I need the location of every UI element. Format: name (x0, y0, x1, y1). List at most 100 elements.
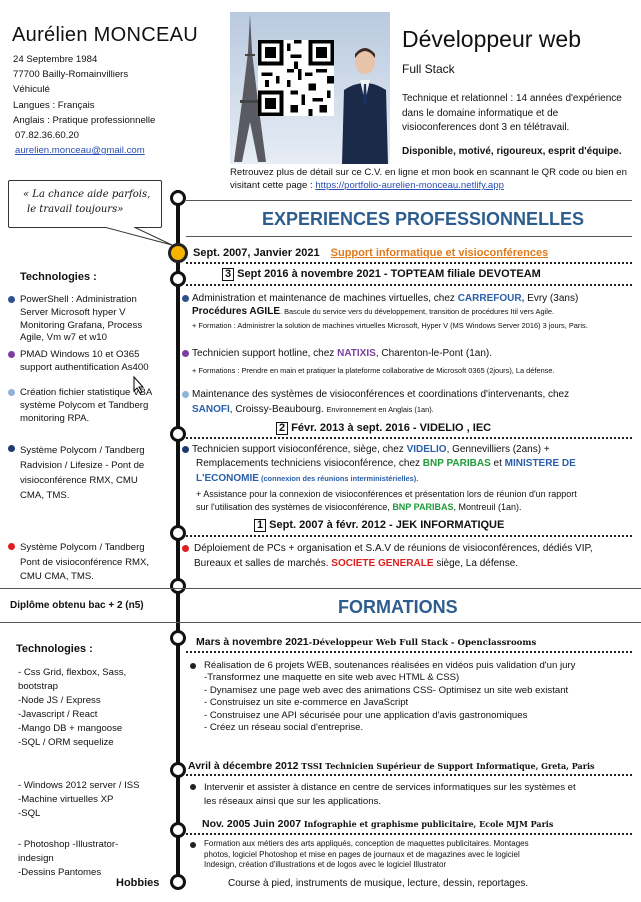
vehicle: Véhiculé (13, 84, 50, 96)
tech-line: PMAD Windows 10 et O365 (20, 349, 140, 360)
formation-line: - Créez un réseau social d'entreprise. (204, 722, 364, 734)
divider (0, 622, 641, 623)
tech-line: - Windows 2012 server / ISS (18, 780, 140, 791)
candidate-name: Aurélien MONCEAU (12, 24, 198, 46)
email-link[interactable]: aurelien.monceau@gmail.com (15, 145, 145, 157)
divider (186, 200, 632, 201)
job-line: SANOFI, Croissy-Beaubourg. Environnement… (192, 404, 434, 415)
portfolio-link[interactable]: https://portfolio-aurelien-monceau.netli… (315, 180, 504, 191)
tech-line: Système Polycom / Tandberg (20, 445, 145, 456)
formation-lines-oc: Réalisation de 6 projets WEB, soutenance… (204, 660, 634, 734)
bullet-icon (182, 391, 189, 398)
job-head-videlio: 2 Févr. 2013 à sept. 2016 - VIDELIO , IE… (276, 422, 491, 435)
dotted-divider (186, 437, 632, 439)
period-dates: Sept. 2007, Janvier 2021 (193, 247, 320, 259)
job-number: 1 (254, 519, 267, 532)
job-head-text: Sept 2016 à novembre 2021 - TOPTEAM fili… (234, 268, 541, 280)
tech-line: CMU CMA, TMS. (20, 571, 94, 582)
bullet-icon (8, 389, 15, 396)
formation-line: les réseaux ainsi que sur les applicatio… (204, 795, 382, 807)
job-head-text: Sept. 2007 à févr. 2012 - JEK INFORMATIQ… (266, 519, 505, 531)
bullet-icon (190, 663, 196, 669)
formation-head-mjm: Nov. 2005 Juin 2007 Infographie et graph… (202, 818, 554, 830)
bullet-icon (8, 351, 15, 358)
tech-line: support authentification As400 (20, 361, 149, 373)
qr-code-icon[interactable] (258, 40, 334, 116)
job-number: 3 (222, 268, 235, 281)
portrait-icon (342, 48, 388, 164)
job-line: Technicien support visioconférence, sièg… (192, 444, 550, 455)
phone: 07.82.36.60.20 (15, 130, 80, 142)
timeline-node (170, 190, 186, 206)
experience-title: EXPERIENCES PROFESSIONNELLES (262, 209, 585, 229)
tech-line: - Css Grid, flexbox, Sass, (18, 667, 127, 678)
formation-head-oc: Mars à novembre 2021-Développeur Web Ful… (196, 636, 537, 648)
languages: Langues : Français (13, 99, 95, 111)
timeline-node (170, 630, 186, 646)
tech-line: monitoring RPA. (20, 412, 90, 424)
bullet-icon (8, 543, 15, 550)
formation-line: Formation aux métiers des arts appliqués… (204, 839, 529, 848)
timeline-node (170, 426, 186, 442)
job-line: Déploiement de PCs + organisation et S.A… (194, 543, 593, 554)
formation-line: photos, logiciel Photoshop et mise en pa… (204, 849, 520, 859)
bubble-tail-icon (104, 227, 173, 246)
technologies-label-2: Technologies : (16, 643, 93, 655)
job-line: Remplacements techniciens visioconférenc… (196, 458, 576, 469)
job-line: Bureaux et salles de marchés. SOCIETE GE… (194, 558, 519, 569)
bullet-icon (182, 295, 189, 302)
formation-line: -Transformez une maquette en site web av… (204, 672, 460, 684)
job-line: + Formations : Prendre en main et pratiq… (192, 366, 555, 375)
formation-line: - Dynamisez une page web avec des animat… (204, 684, 569, 696)
tech-line: indesign (18, 853, 54, 864)
timeline-node (170, 525, 186, 541)
tech-line: -Machine virtuelles XP (18, 794, 114, 805)
tech-line: Création fichier statistique VBA (20, 387, 153, 398)
job-line: Administration et maintenance de machine… (192, 293, 579, 304)
formation-line: - Construisez une API sécurisée pour une… (204, 709, 528, 721)
tech-line: système Polycom et Tandberg (20, 399, 149, 411)
job-title: Développeur web (402, 26, 582, 52)
bullet-icon (182, 350, 189, 357)
tech-line: Agile, Vm w7 et w10 (20, 332, 107, 344)
personal-info: 24 Septembre 1984 77700 Bailly-Romainvil… (13, 52, 155, 158)
timeline-node (170, 762, 186, 778)
tech-list-sys: - Windows 2012 server / ISS -Machine vir… (18, 779, 168, 821)
hobbies-text: Course à pied, instruments de musique, l… (228, 878, 529, 889)
tech-list-web: - Css Grid, flexbox, Sass, bootstrap -No… (18, 666, 168, 750)
bullet-icon (182, 446, 189, 453)
formation-head-greta: Avril à décembre 2012 TSSI Technicien Su… (188, 760, 595, 772)
formation-lines-greta: Intervenir et assister à distance en cen… (204, 781, 634, 808)
job-head-text: Févr. 2013 à sept. 2016 - VIDELIO , IEC (288, 422, 492, 434)
motto: Disponible, motivé, rigoureux, esprit d'… (402, 146, 622, 157)
formations-title: FORMATIONS (338, 597, 458, 617)
timeline-node (170, 874, 186, 890)
timeline-node (170, 822, 186, 838)
address: 77700 Bailly-Romainvilliers (13, 69, 129, 81)
tech-line: Server Microsoft hyper V (20, 306, 126, 318)
dotted-divider (186, 774, 632, 776)
formation-line: Réalisation de 6 projets WEB, soutenance… (204, 660, 576, 671)
quote-bubble: « La chance aide parfois, le travail tou… (8, 180, 162, 228)
quote-line-2: le travail toujours» (27, 204, 124, 215)
tech-line: PowerShell : Administration (20, 294, 137, 305)
tech-line: -Mango DB + mangoose (18, 723, 123, 734)
period-domain: Support informatique et visioconférences (330, 247, 549, 259)
portfolio-text: Retrouvez plus de détail sur ce C.V. en … (230, 167, 627, 191)
bullet-icon (8, 296, 15, 303)
diploma: Diplôme obtenu bac + 2 (n5) (10, 600, 144, 611)
job-description: Technique et relationnel : 14 années d'e… (402, 93, 622, 133)
tech-line: CMA, TMS. (20, 490, 70, 501)
job-line: sur l'utilisation des systèmes de visioc… (196, 502, 522, 512)
english-level: Anglais : Pratique professionnelle (13, 114, 156, 126)
job-line: + Assistance pour la connexion de visioc… (196, 489, 577, 499)
hobbies-label: Hobbies (116, 877, 160, 889)
tech-line: - Photoshop -Illustrator- (18, 839, 119, 850)
job-head-topteam: 3 Sept 2016 à novembre 2021 - TOPTEAM fi… (222, 268, 541, 281)
job-line: L'ECONOMIE (connexion des réunions inter… (196, 473, 419, 484)
tech-line: Radvision / Lifesize - Pont de (20, 460, 145, 471)
formation-line: - Construisez un site e-commerce en Java… (204, 697, 409, 709)
birth-date: 24 Septembre 1984 (13, 54, 98, 65)
cursor-icon (133, 376, 145, 394)
timeline-node (170, 578, 186, 594)
